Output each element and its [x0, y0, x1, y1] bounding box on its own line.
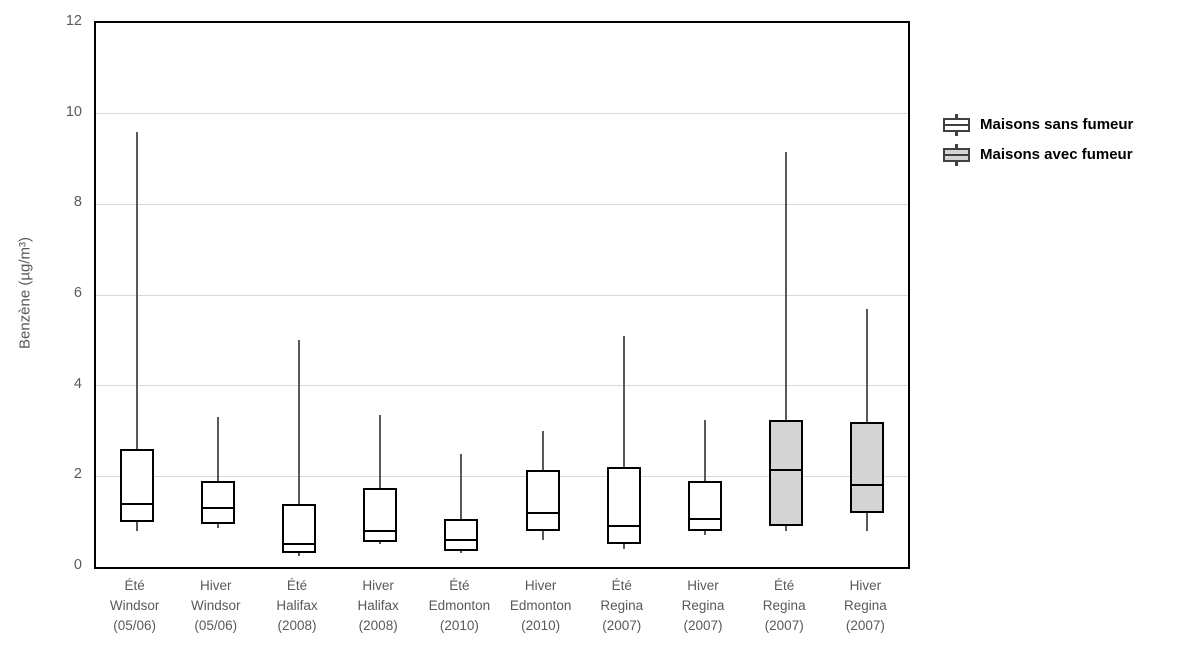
box-plot-box: [119, 449, 154, 522]
whisker-line: [298, 340, 300, 556]
box-plot-box: [525, 469, 560, 531]
x-category-label: Été Regina (2007): [744, 576, 825, 636]
box-plot-median: [282, 543, 316, 546]
x-category-label-line: (05/06): [194, 618, 238, 633]
box-plot-median: [363, 529, 398, 532]
x-category-label-line: (05/06): [113, 618, 156, 633]
box-plot-median: [525, 511, 560, 514]
whisker-line: [622, 335, 625, 549]
y-tick-label: 2: [73, 466, 82, 483]
box-plot-box: [282, 503, 316, 554]
x-category-label-line: Windsor: [191, 598, 241, 613]
x-category-label-line: Regina: [762, 598, 806, 613]
whisker-line: [135, 131, 138, 531]
gridline: [96, 113, 908, 115]
whisker-line: [216, 417, 219, 529]
legend: Maisons sans fumeur Maisons avec fumeur: [943, 112, 1133, 167]
legend-label: Maisons sans fumeur: [980, 116, 1134, 133]
x-category-label-line: Hiver: [362, 578, 394, 593]
y-tick-label: 8: [73, 194, 82, 211]
boxplot-gray-icon: [943, 143, 970, 166]
box-plot-box: [363, 487, 398, 543]
box-plot-median: [850, 484, 885, 487]
whisker-line: [379, 415, 382, 545]
x-category-label-line: Halifax: [357, 598, 399, 613]
x-category-label: Été Halifax (2008): [256, 576, 337, 636]
x-category-label-line: Hiver: [200, 578, 232, 593]
x-category-label-line: Été: [286, 578, 308, 593]
x-category-label-line: Été: [124, 578, 145, 593]
x-category-label-line: Été: [449, 578, 470, 593]
whisker-stub: [955, 131, 958, 136]
x-category-label-line: Été: [611, 578, 632, 593]
x-category-label-line: (2008): [277, 618, 317, 633]
x-category-label: Hiver Regina (2007): [662, 576, 743, 636]
x-category-label-line: (2007): [845, 618, 885, 633]
gridline: [96, 294, 908, 296]
x-category-label: Été Edmonton (2010): [419, 576, 500, 636]
whisker-stub: [955, 161, 958, 166]
x-category-label-line: Halifax: [276, 598, 318, 613]
box-plot-box: [606, 467, 641, 545]
gridline: [96, 203, 908, 205]
whisker-stub: [955, 143, 958, 148]
box-plot-box: [769, 419, 804, 527]
x-category-label: Hiver Halifax (2008): [338, 576, 419, 636]
box-plot-box: [688, 480, 722, 531]
x-category-label: Hiver Windsor (05/06): [175, 576, 256, 636]
box-plot-median: [444, 538, 479, 541]
legend-item-avec-fumeur: Maisons avec fumeur: [943, 142, 1133, 167]
x-category-label-line: Hiver: [524, 578, 557, 593]
y-tick-label: 0: [73, 557, 82, 573]
whisker-stub: [955, 113, 958, 118]
y-tick-label: 6: [73, 285, 82, 301]
y-tick-label: 10: [65, 103, 82, 120]
x-category-label-line: (2007): [683, 618, 723, 633]
gridline: [96, 385, 908, 387]
x-category-label-line: Regina: [600, 598, 644, 613]
whisker-line: [866, 308, 869, 531]
whisker-line: [704, 419, 706, 536]
box-plot-median: [119, 502, 154, 505]
x-category-label-line: Edmonton: [509, 598, 572, 613]
median-line: [945, 123, 968, 126]
x-category-label-line: (2007): [602, 618, 642, 633]
whisker-line: [785, 152, 788, 531]
box-plot-median: [769, 468, 804, 471]
box-plot-median: [688, 518, 722, 521]
x-category-label-line: Hiver: [687, 578, 719, 593]
whisker-line: [460, 453, 463, 554]
x-category-label: Été Windsor (05/06): [94, 576, 175, 636]
median-line: [945, 153, 968, 156]
boxplot-white-icon: [943, 113, 970, 136]
x-category-label-line: Été: [774, 578, 795, 593]
x-category-label-line: (2010): [521, 618, 561, 633]
box-plot-box: [444, 519, 479, 552]
x-category-label-line: Hiver: [849, 578, 882, 593]
x-category-label-line: Regina: [681, 598, 725, 613]
gridline: [96, 475, 908, 477]
x-category-label-line: (2010): [439, 618, 479, 633]
y-tick-label: 12: [65, 13, 82, 29]
legend-box-swatch: [943, 147, 970, 162]
box-plot-median: [606, 525, 641, 528]
x-category-label: Hiver Regina (2007): [825, 576, 906, 636]
x-category-label-line: Edmonton: [428, 598, 491, 613]
box-plot-box: [200, 480, 235, 524]
x-category-label-line: Windsor: [109, 598, 160, 613]
x-category-label-line: (2007): [764, 618, 804, 633]
y-tick-label: 4: [73, 375, 82, 392]
box-plot-box: [850, 421, 885, 513]
x-category-label: Été Regina (2007): [581, 576, 662, 636]
legend-item-sans-fumeur: Maisons sans fumeur: [943, 112, 1133, 137]
plot-area: [94, 21, 910, 569]
x-category-label-line: (2008): [358, 618, 398, 633]
legend-label: Maisons avec fumeur: [980, 146, 1133, 163]
x-category-label: Hiver Edmonton (2010): [500, 576, 581, 636]
x-category-label-line: Regina: [844, 598, 887, 613]
legend-box-swatch: [943, 117, 970, 132]
box-plot-median: [200, 507, 235, 510]
